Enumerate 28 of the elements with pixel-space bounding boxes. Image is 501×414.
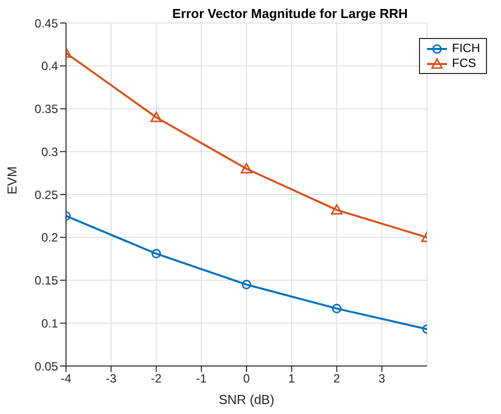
y-axis-title: EVM	[4, 166, 20, 194]
x-tick-label: -2	[150, 372, 162, 386]
y-tick-label: 0.45	[34, 16, 58, 30]
point	[331, 204, 342, 215]
chart-title: Error Vector Magnitude for Large RRH	[172, 6, 408, 21]
point	[240, 163, 252, 174]
point	[152, 248, 161, 258]
legend-label: FICH	[452, 41, 480, 56]
point	[332, 304, 342, 314]
x-tick-label: 0	[243, 372, 250, 386]
y-tick-label: 0.4	[41, 59, 58, 74]
y-tick-label: 0.35	[34, 102, 58, 116]
point	[242, 280, 252, 290]
point	[150, 112, 162, 122]
y-tick-label: 0.15	[34, 274, 58, 288]
y-tick-label: 0.2	[41, 230, 58, 245]
x-tick-label: -1	[196, 372, 208, 386]
x-axis-title: SNR (dB)	[218, 392, 274, 407]
x-tick-label: -3	[106, 372, 117, 386]
x-tick-label: 2	[333, 372, 340, 386]
x-tick-label: 1	[288, 372, 296, 386]
x-tick-label: 3	[378, 372, 386, 386]
legend-label: FCS	[452, 56, 476, 71]
y-tick-label: 0.3	[41, 144, 58, 159]
y-tick-label: 0.25	[34, 188, 58, 202]
x-tick-label: -4	[60, 372, 72, 386]
y-tick-label: 0.1	[41, 316, 58, 330]
y-tick-label: 0.05	[34, 359, 58, 374]
